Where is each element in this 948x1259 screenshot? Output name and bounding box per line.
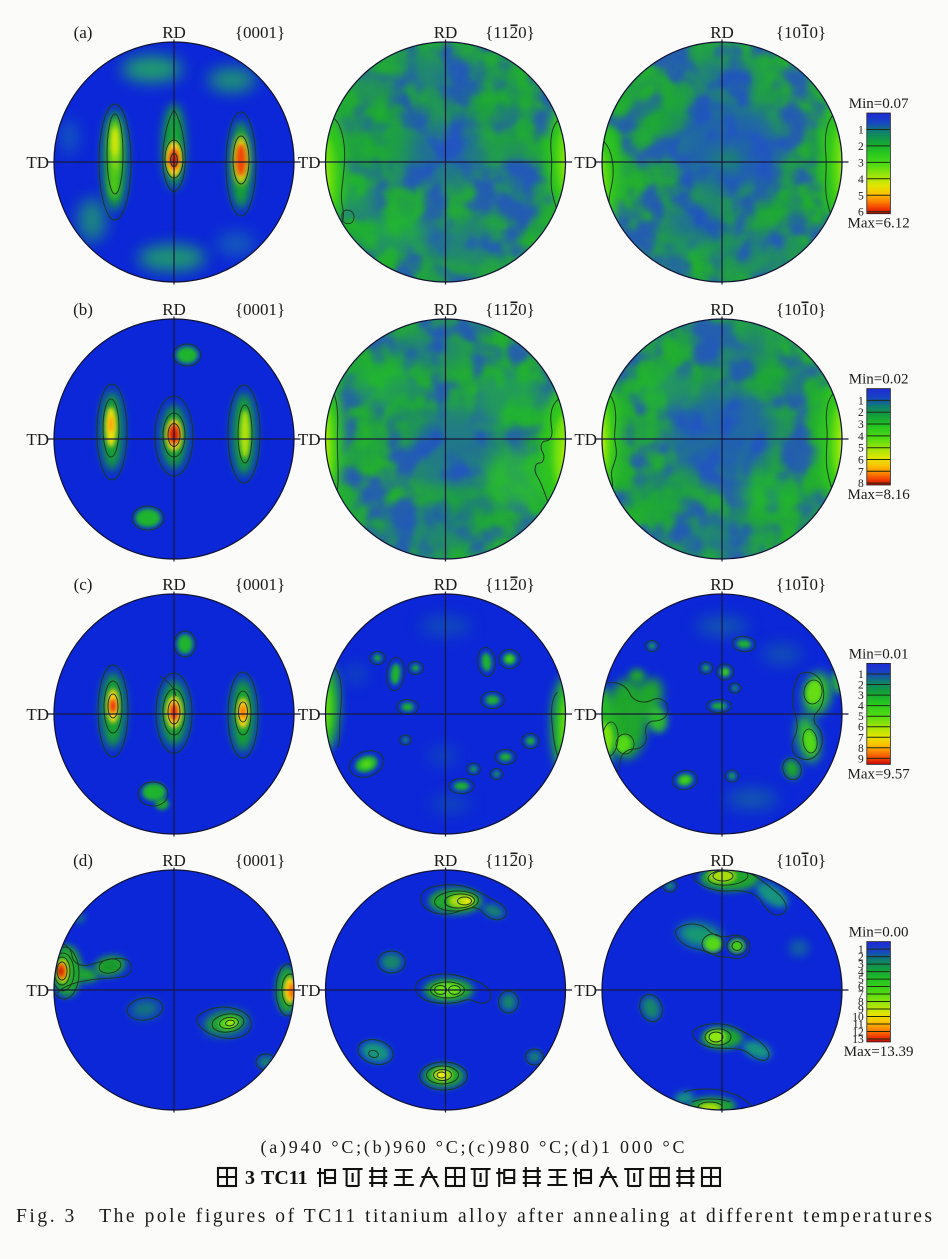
svg-text:1: 1: [858, 125, 864, 137]
svg-text:3: 3: [245, 1167, 255, 1189]
svg-text:9: 9: [858, 1004, 864, 1016]
svg-text:RD: RD: [710, 23, 734, 42]
svg-text:(a): (a): [74, 23, 93, 42]
svg-text:TC11: TC11: [261, 1167, 308, 1189]
svg-text:{1120}: {1120}: [485, 23, 535, 42]
svg-text:TD: TD: [26, 430, 49, 449]
svg-text:13: 13: [852, 1034, 864, 1046]
svg-text:3: 3: [858, 157, 864, 169]
svg-text:TD: TD: [26, 981, 49, 1000]
svg-text:5: 5: [858, 711, 864, 723]
svg-text:3: 3: [858, 419, 864, 431]
svg-text:(d): (d): [73, 851, 93, 870]
svg-text:3: 3: [858, 959, 864, 971]
svg-text:{0001}: {0001}: [235, 23, 285, 42]
svg-text:{1010}: {1010}: [776, 851, 826, 870]
svg-text:TD: TD: [26, 705, 49, 724]
svg-text:TD: TD: [298, 430, 321, 449]
svg-text:Max=6.12: Max=6.12: [847, 216, 909, 232]
svg-text:5: 5: [858, 443, 864, 455]
svg-text:8: 8: [858, 997, 864, 1009]
svg-text:6: 6: [858, 455, 864, 467]
svg-text:11: 11: [853, 1019, 864, 1031]
svg-text:{0001}: {0001}: [235, 300, 285, 319]
svg-text:4: 4: [858, 967, 864, 979]
svg-text:TD: TD: [574, 705, 597, 724]
svg-text:{1120}: {1120}: [485, 575, 535, 594]
svg-text:4: 4: [858, 431, 864, 443]
svg-text:12: 12: [852, 1027, 864, 1039]
svg-text:RD: RD: [434, 575, 458, 594]
svg-text:Min=0.07: Min=0.07: [849, 96, 909, 112]
svg-text:{0001}: {0001}: [235, 575, 285, 594]
svg-text:7: 7: [858, 989, 864, 1001]
svg-text:(b): (b): [73, 300, 93, 319]
svg-text:1: 1: [858, 669, 864, 681]
svg-text:{1120}: {1120}: [485, 851, 535, 870]
svg-text:5: 5: [858, 190, 864, 202]
svg-text:{1010}: {1010}: [776, 575, 826, 594]
svg-text:TD: TD: [574, 981, 597, 1000]
svg-text:9: 9: [858, 753, 864, 765]
svg-text:10: 10: [852, 1012, 864, 1024]
svg-text:RD: RD: [710, 300, 734, 319]
svg-text:{1010}: {1010}: [776, 23, 826, 42]
svg-text:1: 1: [858, 944, 864, 956]
svg-text:6: 6: [858, 722, 864, 734]
svg-text:RD: RD: [434, 23, 458, 42]
svg-text:TD: TD: [574, 153, 597, 172]
svg-text:TD: TD: [574, 430, 597, 449]
svg-text:TD: TD: [298, 153, 321, 172]
svg-text:Max=13.39: Max=13.39: [844, 1044, 914, 1060]
svg-text:2: 2: [858, 407, 864, 419]
svg-text:TD: TD: [298, 705, 321, 724]
svg-text:RD: RD: [710, 851, 734, 870]
svg-text:2: 2: [858, 680, 864, 692]
svg-text:RD: RD: [434, 851, 458, 870]
svg-text:7: 7: [858, 732, 864, 744]
svg-text:RD: RD: [162, 300, 186, 319]
svg-text:5: 5: [858, 974, 864, 986]
svg-text:(a)940 °C;(b)960 °C;(c)980 °C;: (a)940 °C;(b)960 °C;(c)980 °C;(d)1 000 °…: [261, 1137, 685, 1158]
svg-text:7: 7: [858, 466, 864, 478]
svg-text:3: 3: [858, 690, 864, 702]
svg-text:{1120}: {1120}: [485, 300, 535, 319]
svg-text:RD: RD: [710, 575, 734, 594]
svg-text:8: 8: [858, 743, 864, 755]
svg-text:2: 2: [858, 141, 864, 153]
svg-text:8: 8: [858, 478, 864, 490]
svg-text:{1010}: {1010}: [776, 300, 826, 319]
svg-text:2: 2: [858, 952, 864, 964]
svg-text:TD: TD: [26, 153, 49, 172]
svg-text:Max=9.57: Max=9.57: [847, 766, 910, 782]
svg-text:RD: RD: [162, 851, 186, 870]
svg-text:RD: RD: [434, 300, 458, 319]
svg-text:4: 4: [858, 174, 864, 186]
svg-text:Min=0.01: Min=0.01: [849, 646, 909, 662]
svg-text:RD: RD: [162, 23, 186, 42]
svg-text:(c): (c): [74, 575, 93, 594]
svg-text:Max=8.16: Max=8.16: [847, 487, 910, 503]
svg-text:TD: TD: [298, 981, 321, 1000]
svg-text:6: 6: [858, 982, 864, 994]
svg-text:Min=0.02: Min=0.02: [849, 372, 909, 388]
svg-text:{0001}: {0001}: [235, 851, 285, 870]
svg-text:6: 6: [858, 207, 864, 219]
svg-text:1: 1: [858, 395, 864, 407]
svg-text:Min=0.00: Min=0.00: [849, 925, 909, 941]
svg-text:RD: RD: [162, 575, 186, 594]
svg-text:4: 4: [858, 701, 864, 713]
